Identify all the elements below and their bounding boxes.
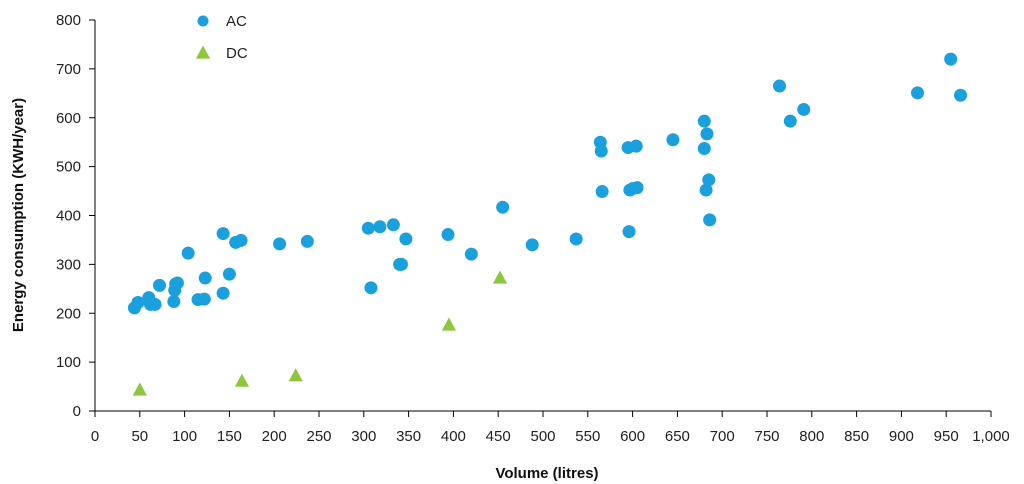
data-point-ac bbox=[697, 142, 711, 156]
y-axis-ticks: 0 100 200 300 400 500 600 700 800 bbox=[56, 12, 95, 420]
y-tick-label: 600 bbox=[56, 110, 81, 127]
data-point-ac bbox=[944, 52, 958, 66]
data-point-dc bbox=[234, 373, 250, 387]
y-tick-label: 500 bbox=[56, 159, 81, 176]
data-point-ac bbox=[630, 181, 644, 195]
data-point-ac bbox=[569, 232, 583, 246]
y-tick-label: 300 bbox=[56, 256, 81, 273]
data-point-ac bbox=[525, 238, 539, 252]
data-point-dc bbox=[132, 382, 147, 396]
x-tick-label: 1,000 bbox=[972, 428, 1010, 445]
data-point-ac bbox=[595, 185, 609, 199]
x-tick-label: 150 bbox=[217, 428, 242, 445]
x-tick-label: 700 bbox=[710, 428, 735, 445]
x-tick-label: 0 bbox=[91, 428, 99, 445]
x-tick-label: 250 bbox=[306, 428, 331, 445]
y-tick-label: 800 bbox=[56, 12, 81, 29]
legend-item-dc: DC bbox=[195, 45, 248, 62]
y-tick-label: 0 bbox=[73, 403, 81, 420]
data-point-ac bbox=[394, 257, 408, 271]
y-tick-label: 700 bbox=[56, 61, 81, 78]
y-tick-label: 400 bbox=[56, 208, 81, 225]
legend-label: DC bbox=[226, 45, 248, 62]
series-dc bbox=[132, 270, 508, 396]
x-tick-label: 400 bbox=[441, 428, 466, 445]
data-point-ac bbox=[783, 114, 797, 128]
data-point-ac bbox=[629, 139, 643, 153]
x-tick-label: 50 bbox=[131, 428, 148, 445]
x-tick-label: 500 bbox=[530, 428, 555, 445]
data-point-ac bbox=[216, 227, 230, 241]
x-tick-label: 800 bbox=[799, 428, 824, 445]
data-point-ac bbox=[170, 276, 184, 290]
data-point-ac bbox=[198, 271, 212, 285]
x-axis-title: Volume (litres) bbox=[495, 465, 598, 482]
x-axis-ticks: 0 50 100 150 200 250 300 350 400 450 500 550 600 650 7… bbox=[91, 411, 1010, 445]
data-point-dc bbox=[288, 368, 303, 382]
data-point-ac bbox=[594, 144, 608, 158]
data-point-dc bbox=[441, 317, 457, 331]
data-point-ac bbox=[273, 237, 287, 251]
data-point-ac bbox=[364, 281, 378, 295]
data-point-ac bbox=[399, 232, 413, 246]
y-tick-label: 100 bbox=[56, 354, 81, 371]
data-point-ac bbox=[702, 173, 716, 187]
data-point-ac bbox=[464, 247, 478, 261]
x-tick-label: 200 bbox=[262, 428, 287, 445]
data-point-ac bbox=[167, 295, 181, 309]
data-point-ac bbox=[699, 183, 713, 197]
data-point-ac bbox=[181, 246, 195, 260]
legend-label: AC bbox=[226, 13, 247, 30]
axes bbox=[94, 20, 991, 412]
data-points bbox=[127, 52, 968, 396]
data-point-ac bbox=[300, 234, 314, 248]
legend-item-ac: AC bbox=[197, 13, 247, 30]
data-point-ac bbox=[496, 200, 510, 214]
x-tick-label: 850 bbox=[844, 428, 869, 445]
x-tick-label: 300 bbox=[351, 428, 376, 445]
data-point-ac bbox=[148, 297, 162, 311]
data-point-ac bbox=[197, 292, 211, 306]
x-tick-label: 350 bbox=[396, 428, 421, 445]
data-point-ac bbox=[954, 88, 968, 102]
data-point-ac bbox=[797, 102, 811, 116]
data-point-ac bbox=[373, 220, 387, 234]
data-point-ac bbox=[131, 295, 145, 309]
data-point-ac bbox=[773, 79, 787, 93]
x-tick-label: 100 bbox=[172, 428, 197, 445]
x-tick-label: 750 bbox=[754, 428, 779, 445]
y-tick-label: 200 bbox=[56, 305, 81, 322]
data-point-ac bbox=[666, 133, 680, 147]
y-axis-title: Energy consumption (KWH/year) bbox=[10, 98, 27, 332]
x-tick-label: 550 bbox=[575, 428, 600, 445]
legend-circle-icon bbox=[197, 15, 209, 27]
data-point-ac bbox=[153, 278, 167, 292]
x-tick-label: 650 bbox=[665, 428, 690, 445]
data-point-ac bbox=[441, 228, 455, 242]
x-tick-label: 950 bbox=[934, 428, 959, 445]
data-point-ac bbox=[361, 221, 375, 235]
data-point-ac bbox=[622, 225, 636, 239]
data-point-dc bbox=[492, 270, 508, 284]
data-point-ac bbox=[697, 114, 711, 128]
data-point-ac bbox=[216, 286, 230, 300]
x-tick-label: 450 bbox=[486, 428, 511, 445]
data-point-ac bbox=[700, 127, 714, 141]
data-point-ac bbox=[703, 213, 717, 227]
series-ac bbox=[127, 52, 968, 315]
legend-triangle-icon bbox=[195, 45, 211, 59]
x-tick-label: 600 bbox=[620, 428, 645, 445]
legend: AC DC bbox=[195, 13, 248, 62]
data-point-ac bbox=[386, 218, 400, 232]
x-tick-label: 900 bbox=[889, 428, 914, 445]
data-point-ac bbox=[222, 267, 236, 281]
data-point-ac bbox=[234, 233, 248, 247]
data-point-ac bbox=[911, 86, 925, 100]
